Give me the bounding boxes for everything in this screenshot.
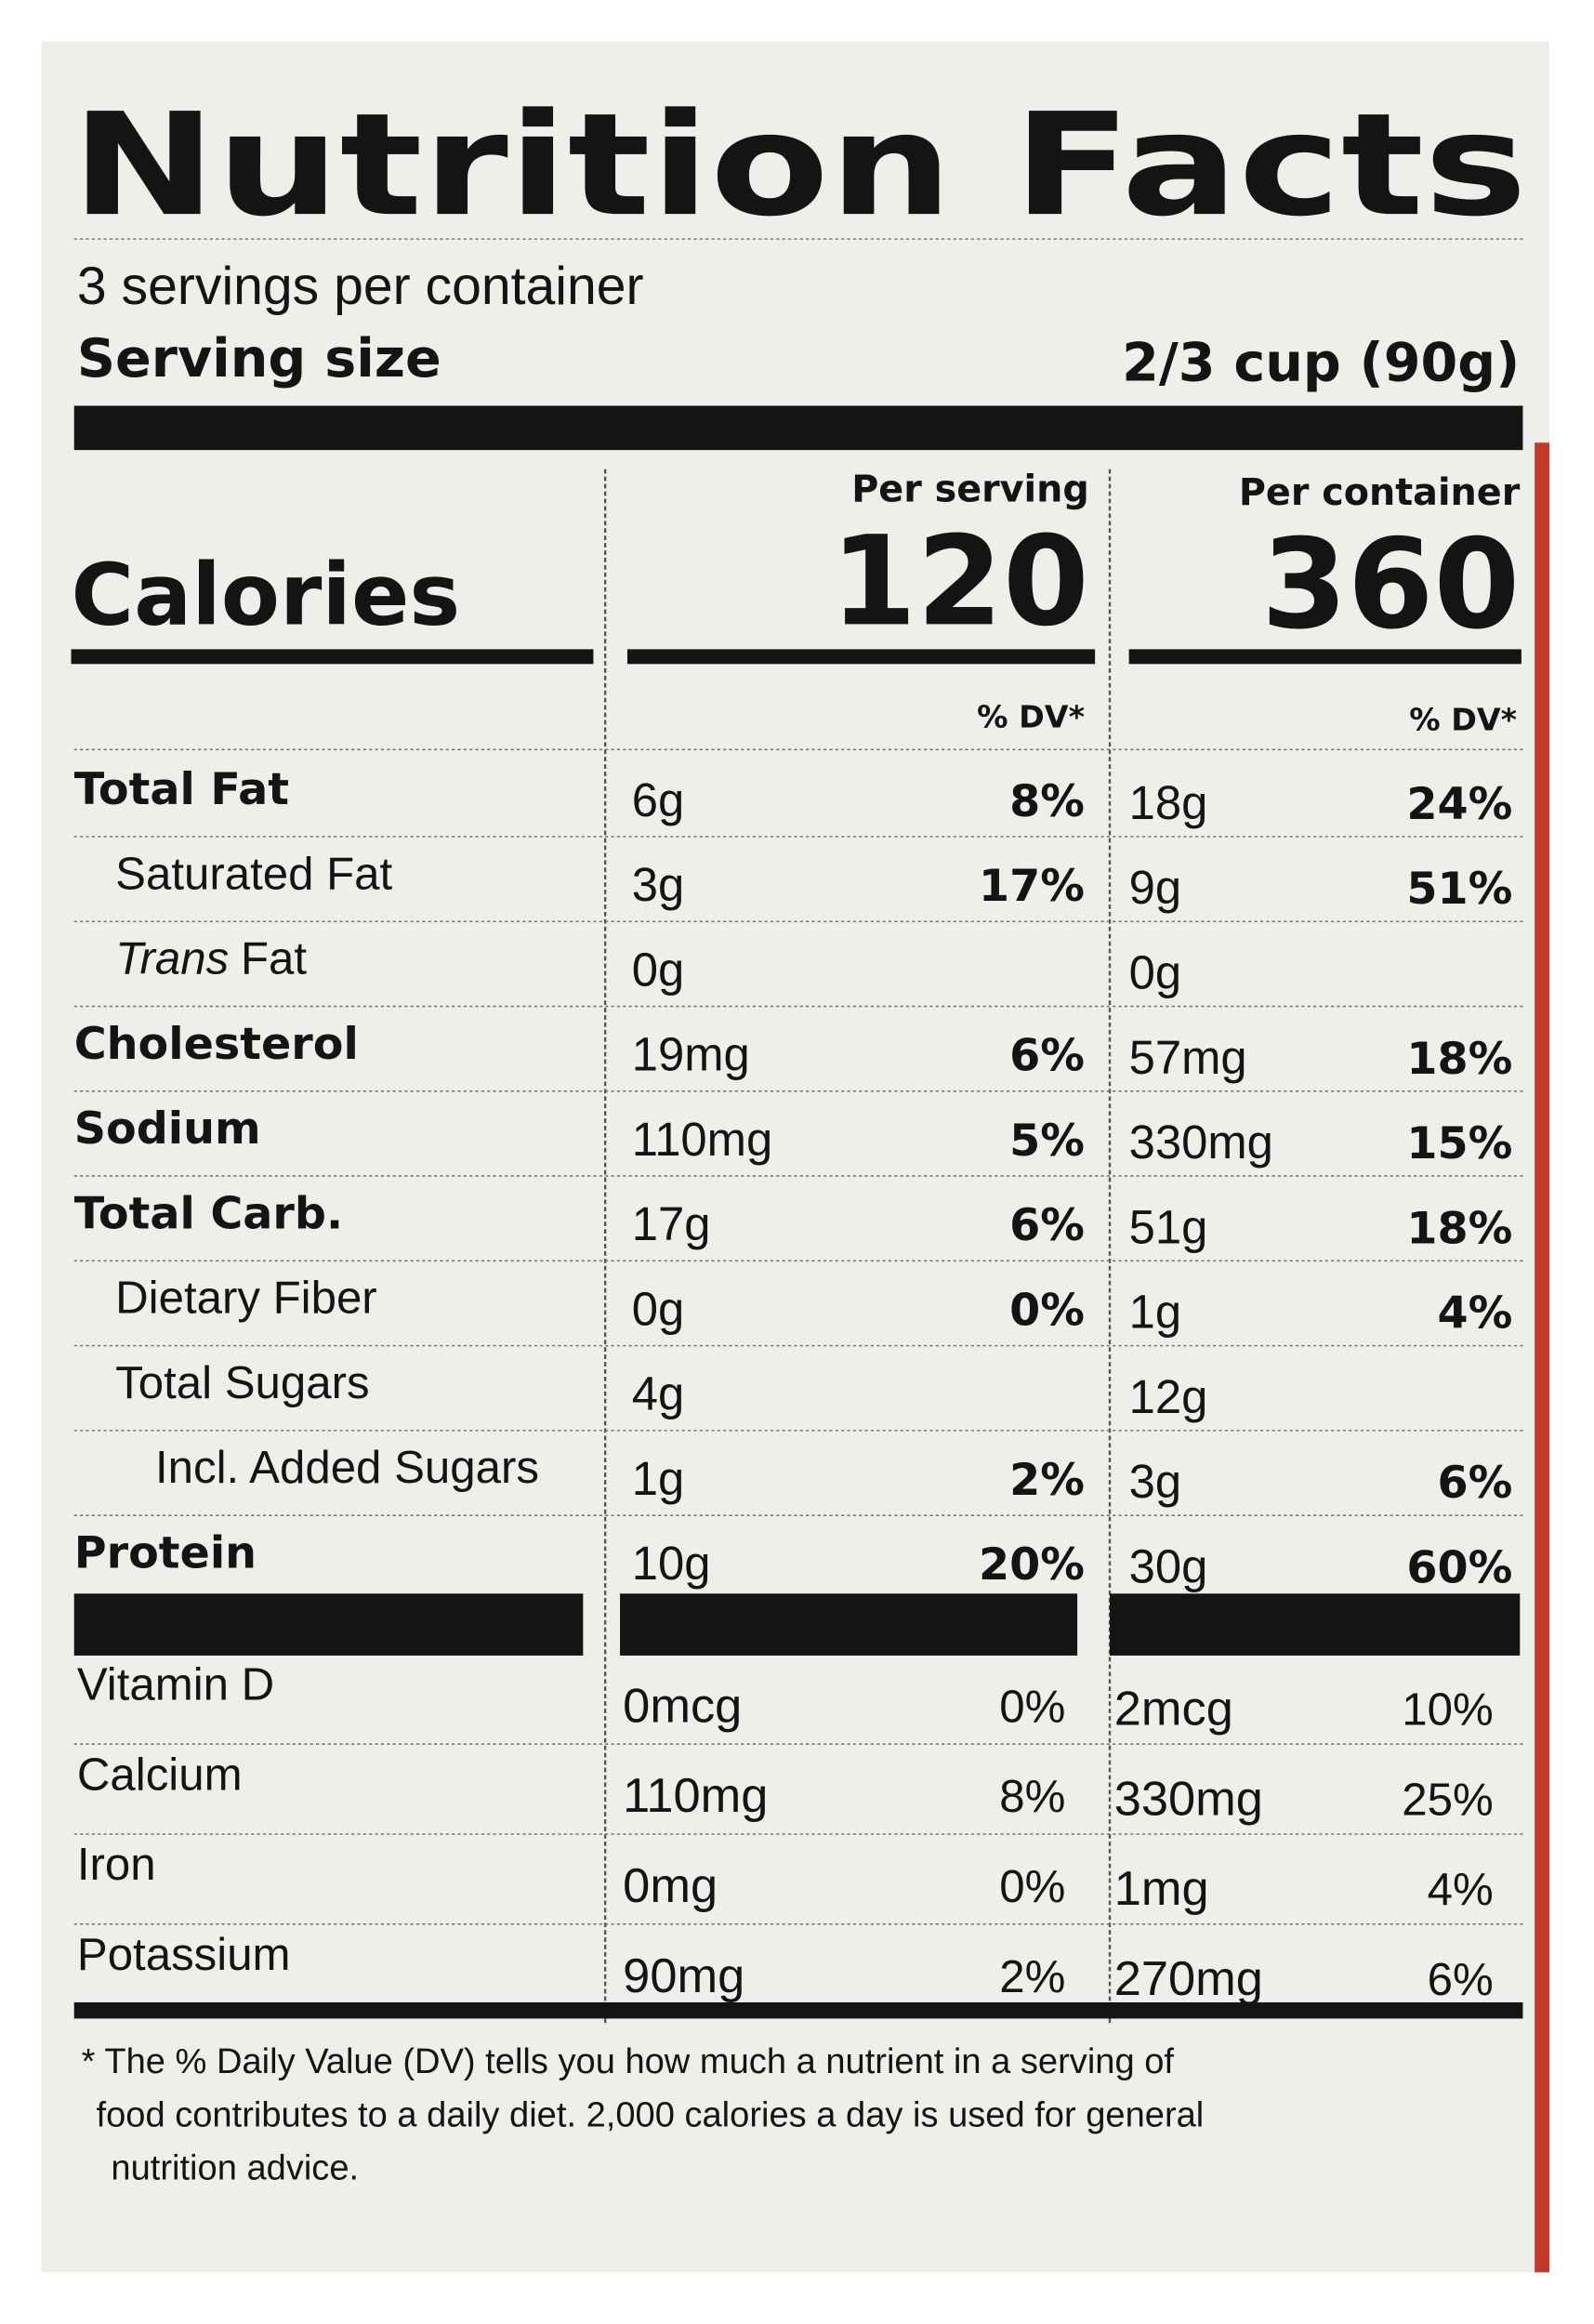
vitamin-name: Iron xyxy=(77,1839,156,1890)
nutrient-name: Saturated Fat xyxy=(115,848,392,899)
amount: 3g xyxy=(632,858,684,911)
daily-value: 8% xyxy=(1009,776,1085,827)
thick-bar xyxy=(73,2001,1523,2019)
daily-value: 4% xyxy=(1428,1864,1494,1915)
daily-value: 20% xyxy=(979,1539,1085,1591)
amount: 110mg xyxy=(623,1769,768,1823)
amount: 270mg xyxy=(1114,1952,1263,2006)
thick-bar xyxy=(73,1593,584,1656)
serving-size-value: 2/3 cup (90g) xyxy=(1122,333,1520,394)
nutrient-name: Total Carb. xyxy=(74,1188,343,1239)
amount: 3g xyxy=(1129,1455,1181,1508)
footnote: * The % Daily Value (DV) tells you how m… xyxy=(82,2042,1175,2081)
amount: 1mg xyxy=(1114,1862,1209,1916)
nutrient-name: Total Fat xyxy=(74,764,289,815)
amount: 2mcg xyxy=(1114,1683,1233,1736)
dv-header: % DV* xyxy=(1409,702,1517,738)
thick-bar xyxy=(620,1593,1078,1656)
amount: 57mg xyxy=(1129,1031,1247,1084)
nutrient-name: Incl. Added Sugars xyxy=(155,1442,539,1493)
dv-header: % DV* xyxy=(977,699,1085,735)
nutrient-name: Sodium xyxy=(74,1103,261,1155)
servings: 3 servings per container xyxy=(77,257,644,316)
amount: 0g xyxy=(632,943,684,996)
calories-bar xyxy=(1128,649,1522,665)
daily-value: 8% xyxy=(999,1771,1065,1822)
thick-bar xyxy=(73,405,1523,451)
serving-size-label: Serving size xyxy=(77,328,441,390)
amount: 4g xyxy=(632,1367,684,1420)
vitamin-name: Potassium xyxy=(77,1929,291,1980)
daily-value: 0% xyxy=(999,1861,1065,1912)
daily-value: 5% xyxy=(1009,1116,1085,1167)
amount: 330mg xyxy=(1129,1116,1273,1169)
calories-label: Calories xyxy=(72,545,461,644)
column-header: Per serving xyxy=(851,469,1089,511)
amount: 0mg xyxy=(623,1859,718,1913)
nutrient-name: Fat xyxy=(241,933,307,984)
amount: 51g xyxy=(1129,1200,1208,1253)
daily-value: 15% xyxy=(1406,1118,1512,1169)
nutrient-name: Trans xyxy=(115,933,229,984)
daily-value: 24% xyxy=(1406,779,1512,830)
daily-value: 4% xyxy=(1437,1288,1512,1340)
nutrient-name: Dietary Fiber xyxy=(115,1273,377,1324)
amount: 30g xyxy=(1129,1539,1208,1592)
daily-value: 17% xyxy=(979,861,1085,912)
amount: 0g xyxy=(632,1282,684,1335)
amount: 0mcg xyxy=(623,1679,742,1733)
daily-value: 51% xyxy=(1406,864,1512,915)
thick-bar xyxy=(1110,1593,1521,1656)
amount: 9g xyxy=(1129,861,1181,914)
amount: 19mg xyxy=(632,1028,750,1081)
daily-value: 18% xyxy=(1406,1034,1512,1085)
footnote: food contributes to a daily diet. 2,000 … xyxy=(97,2095,1205,2134)
daily-value: 10% xyxy=(1402,1684,1493,1736)
daily-value: 18% xyxy=(1406,1203,1512,1254)
amount: 10g xyxy=(632,1537,711,1590)
amount: 17g xyxy=(632,1197,711,1250)
daily-value: 25% xyxy=(1402,1774,1493,1825)
nutrient-name: Total Sugars xyxy=(115,1357,369,1408)
daily-value: 2% xyxy=(999,1951,1065,2002)
amount: 12g xyxy=(1129,1370,1208,1423)
title: Nutrition Facts xyxy=(72,83,1528,247)
amount: 330mg xyxy=(1114,1772,1263,1826)
nutrient-name: Protein xyxy=(74,1528,257,1579)
nutrient-name: Cholesterol xyxy=(74,1019,359,1070)
amount: 90mg xyxy=(623,1949,744,2003)
amount: 18g xyxy=(1129,776,1208,829)
label-edge xyxy=(1535,442,1550,2273)
calories-bar xyxy=(71,649,594,665)
daily-value: 2% xyxy=(1009,1455,1085,1506)
amount: 110mg xyxy=(632,1113,773,1166)
daily-value: 6% xyxy=(1009,1200,1085,1251)
daily-value: 6% xyxy=(1428,1954,1494,2005)
vitamin-name: Calcium xyxy=(77,1749,243,1800)
daily-value: 0% xyxy=(1009,1285,1085,1336)
column-header: Per container xyxy=(1239,471,1521,514)
calories-value: 120 xyxy=(830,509,1088,654)
daily-value: 60% xyxy=(1406,1542,1512,1593)
calories-bar xyxy=(626,649,1096,665)
amount: 1g xyxy=(1129,1286,1181,1339)
daily-value: 6% xyxy=(1437,1458,1512,1509)
amount: 1g xyxy=(632,1452,684,1505)
footnote: nutrition advice. xyxy=(111,2148,359,2187)
daily-value: 0% xyxy=(999,1681,1065,1732)
amount: 6g xyxy=(632,773,684,826)
calories-value: 360 xyxy=(1261,513,1520,657)
amount: 0g xyxy=(1129,945,1181,998)
daily-value: 6% xyxy=(1009,1031,1085,1082)
vitamin-name: Vitamin D xyxy=(77,1659,274,1710)
